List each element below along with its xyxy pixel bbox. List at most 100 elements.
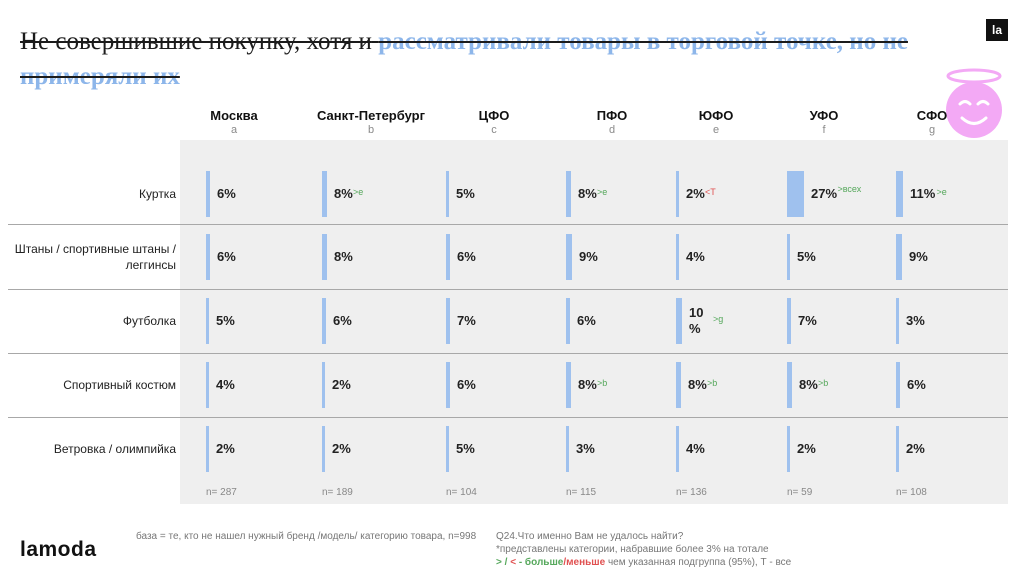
column-letter: c [491,124,497,136]
row-divider [8,289,1008,290]
value-label: 8% [799,377,818,392]
value-label: 6% [457,249,476,264]
value-label: 2% [686,186,705,201]
page-title: Не совершившие покупку, хотя и рассматри… [20,24,960,94]
column-letter: f [822,124,826,136]
value-label: 2% [332,377,351,392]
bar [896,426,899,472]
bar [206,362,209,408]
question-notes: Q24.Что именно Вам не удалось найти? *пр… [496,530,791,569]
sample-size-label: n= 104 [446,487,477,498]
column-header: СФО g [877,108,987,136]
value-label: 7% [798,313,817,328]
sample-size-label: n= 59 [787,487,813,498]
value-label: 4% [686,249,705,264]
column-header: ПФО d [557,108,667,136]
bar [446,171,449,217]
bar [566,298,570,344]
bar [322,298,326,344]
significance-label: >b [818,378,829,388]
lamoda-logo: lamoda [20,538,97,561]
value-label: 3% [576,441,595,456]
row-divider [8,224,1008,225]
sample-size-label: n= 189 [322,487,353,498]
bar [566,426,569,472]
bar [787,426,790,472]
title-plain-text: Не совершившие покупку, хотя и [20,28,372,55]
significance-label: >g [713,314,724,324]
column-letter: g [928,124,936,136]
bar [896,234,902,280]
value-label: 8% [578,186,597,201]
bar [787,234,790,280]
bar [676,171,679,217]
significance-label: <T [705,187,716,197]
column-name: ЮФО [698,108,734,123]
column-letter: d [608,124,616,136]
value-label: 8% [578,377,597,392]
column-letter: b [367,124,375,136]
significance-label: >e [353,187,364,197]
bar [206,426,209,472]
chart-panel [180,140,1008,504]
bar [676,298,682,344]
bar [896,171,903,217]
value-label: 2% [332,441,351,456]
row-label: Футболка [122,314,176,328]
bar [676,234,679,280]
column-name: Санкт-Петербург [316,108,426,123]
value-label: 6% [457,377,476,392]
value-label: 5% [797,249,816,264]
question-text: Q24.Что именно Вам не удалось найти? [496,531,684,542]
value-label: 3% [906,313,925,328]
legend-dash: - [518,557,525,568]
sample-size-label: n= 287 [206,487,237,498]
value-label: 5% [456,441,475,456]
value-label: 6% [577,313,596,328]
bar [566,362,571,408]
legend-more-symbol: > / [496,557,511,568]
title-highlight-text: рассматривали товары в торговой точке, н… [20,28,908,90]
value-label: 4% [686,441,705,456]
value-label: 8% [688,377,707,392]
bar [566,234,572,280]
significance-label: >b [707,378,718,388]
base-note: база = те, кто не нашел нужный бренд /мо… [136,531,477,542]
bar [446,298,450,344]
row-label: Штаны / спортивные штаны / леггинсы [14,242,176,272]
column-name: ЦФО [478,108,510,123]
value-label: 6% [907,377,926,392]
value-label: 9% [579,249,598,264]
column-name: ПФО [596,108,628,123]
row-label: Куртка [139,187,176,201]
column-letter: a [230,124,238,136]
value-label: 2% [797,441,816,456]
column-name: УФО [809,108,839,123]
row-divider [8,353,1008,354]
bar [206,298,209,344]
halo-smiley-icon [946,68,1002,138]
bar [206,171,210,217]
bar [787,171,804,217]
bar [787,362,792,408]
column-header: Москва a [179,108,289,136]
value-label: 6% [217,186,236,201]
lamoda-logo-mark: la [986,19,1008,41]
bar [322,234,327,280]
column-header: ЦФО c [439,108,549,136]
column-header: Санкт-Петербург b [316,108,426,136]
significance-legend: > / < - больше/меньше чем указанная подг… [496,556,791,569]
bar [676,426,679,472]
value-label: 8% [334,249,353,264]
bar [322,362,325,408]
bar [676,362,681,408]
row-label: Ветровка / олимпийка [53,442,176,456]
bar [446,362,450,408]
legend-less-symbol: < [510,557,519,568]
column-header: УФО f [769,108,879,136]
value-label: 11% [910,186,936,201]
legend-less-word: меньше [566,557,606,568]
column-name: СФО [916,108,948,123]
bar [446,426,449,472]
value-label: 27% [811,186,838,201]
